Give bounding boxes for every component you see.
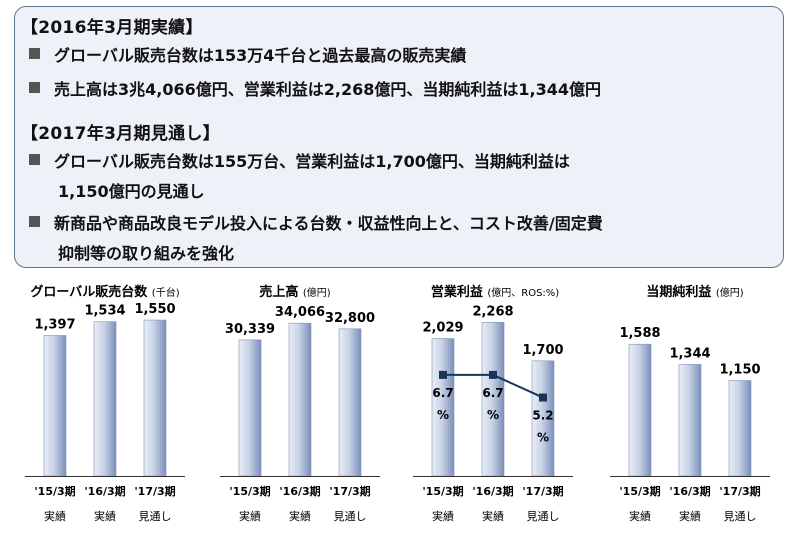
x-sublabel: 実績: [289, 509, 311, 523]
x-sublabel: 実績: [239, 509, 261, 523]
chart-title: 売上高 (億円): [259, 284, 330, 300]
bar-3: [338, 328, 362, 477]
x-tick-label: '15/3期: [422, 484, 463, 498]
x-tick-label: '17/3期: [329, 484, 370, 498]
chart-unit: (億円、ROS:%): [487, 286, 559, 299]
bullet-financials: 売上高は3兆4,066億円、営業利益は2,268億円、当期純利益は1,344億円: [29, 75, 774, 105]
x-tick-label: '16/3期: [279, 484, 320, 498]
bullet-square-icon: [29, 216, 40, 227]
heading-results: 【2016年3月期実績】: [21, 18, 203, 38]
bullet-square-icon: [29, 48, 40, 59]
bar-2: [678, 364, 702, 477]
bar-1: [238, 339, 262, 477]
x-sublabel: 実績: [629, 509, 651, 523]
x-tick-label: '17/3期: [522, 484, 563, 498]
x-tick-label: '15/3期: [619, 484, 660, 498]
x-sublabel: 実績: [94, 509, 116, 523]
chart-title: グローバル販売台数 (千台): [30, 284, 179, 300]
ros-point: [489, 370, 497, 379]
chart-3: 営業利益 (億円、ROS:%)2,029'15/3期実績2,268'16/3期実…: [413, 284, 573, 523]
bar-3: [728, 380, 752, 477]
bar-2: [93, 321, 117, 477]
ros-unit: %: [437, 408, 449, 422]
ros-unit: %: [537, 431, 549, 445]
charts-area: グローバル販売台数 (千台)1,397'15/3期実績1,534'16/3期実績…: [25, 284, 770, 523]
data-label: 1,150: [719, 363, 760, 378]
bullet-square-icon: [29, 82, 40, 93]
bar-1: [628, 343, 652, 477]
chart-unit: (億円): [716, 286, 744, 299]
x-sublabel: 実績: [44, 509, 66, 523]
x-tick-label: '17/3期: [719, 484, 760, 498]
x-sublabel: 実績: [679, 509, 701, 523]
bullet-forecast: グローバル販売台数は155万台、営業利益は1,700億円、当期純利益は 1,15…: [29, 147, 774, 207]
chart-title: 営業利益 (億円、ROS:%): [431, 284, 559, 300]
data-label: 2,029: [422, 321, 463, 336]
chart-unit: (億円): [303, 286, 331, 299]
ros-label: 5.2: [532, 409, 553, 423]
x-sublabel: 見通し: [724, 510, 757, 523]
bar-2: [288, 322, 312, 477]
ros-point: [539, 393, 547, 402]
chart-unit: (千台): [152, 286, 180, 299]
data-label: 2,268: [472, 304, 513, 319]
ros-label: 6.7: [482, 386, 503, 400]
bar-3: [143, 319, 167, 477]
data-label: 34,066: [275, 305, 325, 320]
ros-unit: %: [487, 408, 499, 422]
x-tick-label: '16/3期: [84, 484, 125, 498]
data-label: 1,588: [619, 326, 660, 341]
x-tick-label: '16/3期: [669, 484, 710, 498]
ros-label: 6.7: [432, 386, 453, 400]
x-sublabel: 見通し: [334, 510, 367, 523]
data-label: 1,534: [84, 304, 125, 319]
chart-1: グローバル販売台数 (千台)1,397'15/3期実績1,534'16/3期実績…: [25, 284, 185, 523]
bullet-square-icon: [29, 154, 40, 165]
heading-forecast: 【2017年3月期見通し】: [21, 124, 221, 144]
data-label: 1,550: [134, 302, 175, 317]
ros-point: [439, 370, 447, 379]
bar-1: [43, 335, 67, 477]
summary-panel: 【2016年3月期実績】 グローバル販売台数は153万4千台と過去最高の販売実績…: [14, 6, 784, 268]
x-sublabel: 実績: [482, 509, 504, 523]
chart-title: 当期純利益 (億円): [646, 284, 743, 300]
data-label: 30,339: [225, 322, 275, 337]
x-sublabel: 実績: [432, 509, 454, 523]
data-label: 32,800: [325, 311, 375, 326]
chart-2: 売上高 (億円)30,339'15/3期実績34,066'16/3期実績32,8…: [220, 284, 380, 523]
data-label: 1,397: [34, 317, 75, 332]
bullet-sales-volume: グローバル販売台数は153万4千台と過去最高の販売実績: [29, 41, 774, 71]
x-sublabel: 見通し: [527, 510, 560, 523]
x-tick-label: '15/3期: [229, 484, 270, 498]
data-label: 1,700: [522, 343, 563, 358]
x-tick-label: '16/3期: [472, 484, 513, 498]
x-tick-label: '17/3期: [134, 484, 175, 498]
x-tick-label: '15/3期: [34, 484, 75, 498]
data-label: 1,344: [669, 346, 710, 361]
x-sublabel: 見通し: [139, 510, 172, 523]
chart-4: 当期純利益 (億円)1,588'15/3期実績1,344'16/3期実績1,15…: [610, 284, 770, 523]
bullet-initiatives: 新商品や商品改良モデル投入による台数・収益性向上と、コスト改善/固定費 抑制等の…: [29, 209, 774, 269]
